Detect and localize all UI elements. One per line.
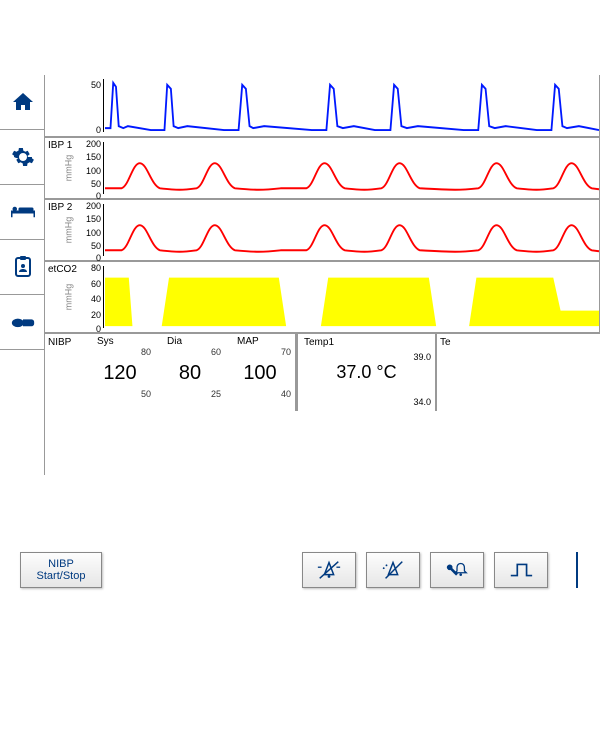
temp1-value: 37.0 °C <box>304 362 429 383</box>
alarm-pause-icon <box>380 559 406 581</box>
alarm-pause-button[interactable] <box>366 552 420 588</box>
sidebar <box>0 75 45 475</box>
home-icon <box>11 90 35 114</box>
gear-icon <box>11 145 35 169</box>
ibp2-wave <box>105 202 599 258</box>
device-icon <box>11 310 35 334</box>
bed-icon <box>11 200 35 224</box>
main-panel: 50 0 IBP 1 mmHg 200 150 100 50 0 <box>45 75 600 595</box>
sidebar-item-patient-bed[interactable] <box>0 185 45 240</box>
ibp1-label: IBP 1 <box>48 140 72 151</box>
wrench-bell-icon <box>444 559 470 581</box>
waveform-ecg: 50 0 <box>45 75 600 137</box>
alarm-settings-button[interactable] <box>430 552 484 588</box>
sidebar-item-home[interactable] <box>0 75 45 130</box>
toolbar-edge <box>576 552 580 588</box>
ecg-yticks: 50 0 <box>73 75 103 136</box>
square-wave-icon <box>508 559 534 581</box>
waveform-ibp2: IBP 2 mmHg 200 150 100 50 0 <box>45 199 600 261</box>
temp1-box: Temp1 39.0 37.0 °C 34.0 <box>296 334 436 411</box>
clipboard-person-icon <box>11 255 35 279</box>
alarm-silence-icon <box>316 559 342 581</box>
waveform-mode-button[interactable] <box>494 552 548 588</box>
nibp-title: NIBP <box>45 334 85 411</box>
sidebar-item-device[interactable] <box>0 295 45 350</box>
nibp-map-value: 100 <box>229 357 291 389</box>
waveform-ibp1: IBP 1 mmHg 200 150 100 50 0 <box>45 137 600 199</box>
nibp-sys-value: 120 <box>89 357 151 389</box>
vitals-row: NIBP Sys 80 120 50 Dia 60 80 25 MAP 70 1… <box>45 333 600 411</box>
waveform-etco2: etCO2 mmHg 80 60 40 20 0 <box>45 261 600 333</box>
ibp2-label: IBP 2 <box>48 202 72 213</box>
nibp-dia-value: 80 <box>159 357 221 389</box>
nibp-map: MAP 70 100 40 <box>225 334 295 411</box>
etco2-wave <box>105 264 599 330</box>
nibp-sys: Sys 80 120 50 <box>85 334 155 411</box>
monitor-screen: 50 0 IBP 1 mmHg 200 150 100 50 0 <box>0 75 600 595</box>
nibp-box: NIBP Sys 80 120 50 Dia 60 80 25 MAP 70 1… <box>45 334 296 411</box>
temp2-box: Te <box>436 334 466 411</box>
sidebar-item-settings[interactable] <box>0 130 45 185</box>
sidebar-item-patient-file[interactable] <box>0 240 45 295</box>
nibp-dia: Dia 60 80 25 <box>155 334 225 411</box>
ibp1-wave <box>105 140 599 196</box>
alarm-silence-button[interactable] <box>302 552 356 588</box>
bottom-toolbar: NIBP Start/Stop <box>0 545 600 595</box>
ibp1-unit: mmHg <box>63 155 73 182</box>
etco2-unit: mmHg <box>63 284 73 311</box>
ibp2-unit: mmHg <box>63 217 73 244</box>
ecg-wave <box>105 77 599 134</box>
nibp-start-stop-button[interactable]: NIBP Start/Stop <box>20 552 102 588</box>
